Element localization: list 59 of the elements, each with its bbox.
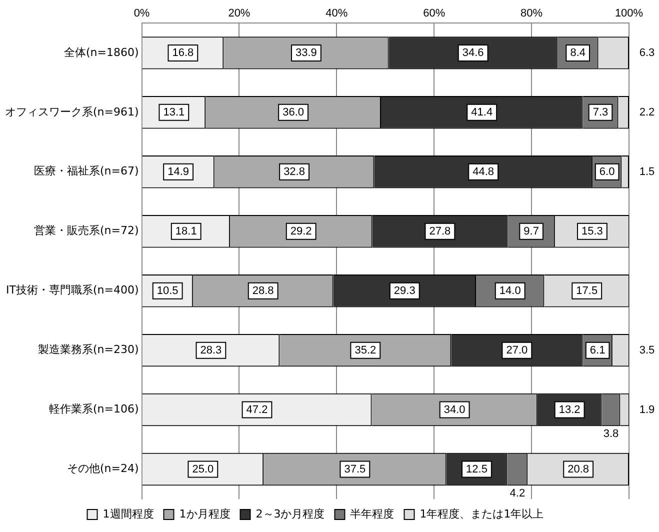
legend-label: 1年程度、または1年以上 bbox=[420, 507, 544, 520]
data-label: 3.5 bbox=[639, 344, 655, 356]
data-label: 6.0 bbox=[599, 166, 615, 178]
data-label: 4.2 bbox=[510, 488, 526, 500]
data-label: 34.0 bbox=[444, 404, 466, 416]
data-label: 28.8 bbox=[252, 284, 274, 297]
data-label: 28.3 bbox=[200, 344, 222, 356]
data-label: 35.2 bbox=[354, 344, 376, 356]
data-label: 32.8 bbox=[284, 166, 305, 178]
legend-label: 1週間程度 bbox=[102, 507, 154, 520]
data-label: 14.0 bbox=[499, 284, 521, 297]
data-label: 18.1 bbox=[175, 225, 197, 238]
data-label: 44.8 bbox=[472, 166, 494, 178]
legend-label: 1か月程度 bbox=[179, 507, 230, 520]
data-label: 12.5 bbox=[466, 463, 488, 476]
y-tick-label: 営業・販売系(n=72) bbox=[34, 224, 139, 238]
data-label: 17.5 bbox=[576, 284, 598, 297]
data-label: 6.1 bbox=[590, 344, 606, 356]
data-label: 27.0 bbox=[506, 344, 528, 356]
x-tick-label: 0% bbox=[134, 8, 150, 20]
x-tick-label: 40% bbox=[326, 8, 348, 20]
data-label: 1.9 bbox=[639, 404, 655, 416]
data-label: 25.0 bbox=[192, 463, 214, 476]
data-label: 37.5 bbox=[344, 463, 366, 476]
data-label: 7.3 bbox=[592, 106, 608, 118]
x-tick-label: 20% bbox=[228, 8, 250, 20]
y-tick-label: IT技術・専門職系(n=400) bbox=[6, 284, 139, 297]
legend-label: 半年程度 bbox=[350, 507, 394, 520]
data-label: 34.6 bbox=[462, 46, 484, 59]
data-label: 27.8 bbox=[429, 225, 451, 238]
x-tick-label: 100% bbox=[614, 8, 644, 20]
x-tick-label: 60% bbox=[423, 8, 446, 20]
data-label: 36.0 bbox=[282, 106, 304, 118]
data-label: 29.2 bbox=[290, 225, 312, 238]
data-label: 6.3 bbox=[639, 46, 655, 59]
data-label: 3.8 bbox=[603, 428, 619, 440]
data-label: 13.2 bbox=[558, 404, 580, 416]
data-label: 2.2 bbox=[639, 106, 655, 118]
data-label: 9.7 bbox=[524, 225, 539, 238]
y-tick-label: その他(n=24) bbox=[66, 462, 139, 476]
y-tick-label: 製造業務系(n=230) bbox=[38, 343, 139, 356]
data-label: 8.4 bbox=[570, 46, 586, 59]
data-label: 15.3 bbox=[582, 225, 603, 238]
data-label: 20.8 bbox=[568, 463, 590, 476]
y-tick-label: オフィスワーク系(n=961) bbox=[4, 105, 139, 118]
data-label: 29.3 bbox=[394, 284, 416, 297]
data-label: 1.5 bbox=[639, 166, 655, 178]
y-tick-label: 医療・福祉系(n=67) bbox=[34, 164, 139, 178]
legend-label: 2～3か月程度 bbox=[256, 507, 325, 520]
y-tick-label: 軽作業系(n=106) bbox=[48, 402, 139, 416]
data-label: 10.5 bbox=[156, 284, 178, 297]
x-tick-label: 80% bbox=[520, 8, 543, 20]
data-label: 47.2 bbox=[246, 404, 268, 416]
data-label: 13.1 bbox=[163, 106, 185, 118]
data-label: 14.9 bbox=[168, 166, 190, 178]
data-label: 16.8 bbox=[172, 46, 194, 59]
data-label: 41.4 bbox=[471, 106, 493, 118]
y-tick-label: 全体(n=1860) bbox=[64, 46, 139, 59]
data-label: 33.9 bbox=[295, 46, 317, 59]
